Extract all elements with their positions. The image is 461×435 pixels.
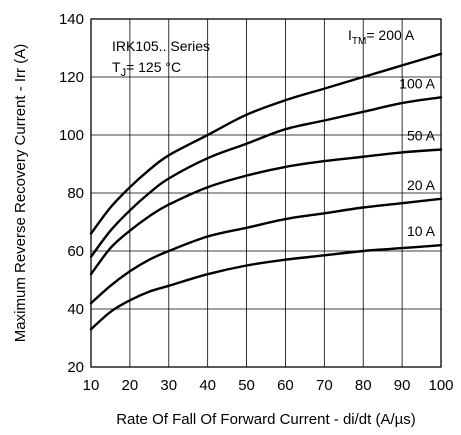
y-tick-label: 140 [59,11,84,28]
y-tick-label: 60 [67,243,84,260]
x-tick-label: 60 [277,377,294,394]
x-tick-label: 30 [160,377,177,394]
plot-frame [90,18,442,368]
curve-label-20a: 20 A [407,177,436,193]
series-title: IRK105.. Series [112,38,210,54]
temp-suffix: = 125 °C [126,59,181,75]
x-tick-label: 90 [394,377,411,394]
curve-200a [89,52,443,235]
temp-prefix: T [112,59,121,75]
param-prefix: I [348,27,352,43]
x-axis-label: Rate Of Fall Of Forward Current - di/dt … [116,411,416,428]
x-tick-label: 80 [355,377,372,394]
curve-labels: 100 A 50 A 20 A 10 A [399,75,435,239]
x-tick-label: 100 [428,377,453,394]
y-tick-labels: 20 40 60 80 100 120 140 [59,11,84,376]
curve-label-10a: 10 A [407,223,436,239]
y-tick-label: 120 [59,69,84,86]
x-tick-label: 20 [122,377,139,394]
param-subscript: TM [352,36,366,47]
curve-label-50a: 50 A [407,128,436,144]
param-suffix: = 200 A [366,27,415,43]
x-tick-label: 70 [316,377,333,394]
y-tick-label: 40 [67,301,84,318]
x-tick-label: 10 [83,377,100,394]
x-tick-label: 50 [238,377,255,394]
y-tick-label: 80 [67,185,84,202]
curve-100a [89,96,443,258]
y-tick-label: 100 [59,127,84,144]
junction-temp-label: TJ= 125 °C [112,59,181,79]
curves [89,52,443,331]
temp-subscript: J [121,67,127,79]
current-param-label: ITM= 200 A [348,27,415,47]
curve-10a [89,244,443,331]
x-tick-label: 40 [199,377,216,394]
curve-label-100a: 100 A [399,75,435,91]
x-tick-labels: 10 20 30 40 50 60 70 80 90 100 [83,377,454,394]
y-axis-label: Maximum Reverse Recovery Current - Irr (… [12,44,29,342]
y-tick-label: 20 [67,359,84,376]
curve-50a [89,148,443,276]
curve-20a [89,197,443,305]
